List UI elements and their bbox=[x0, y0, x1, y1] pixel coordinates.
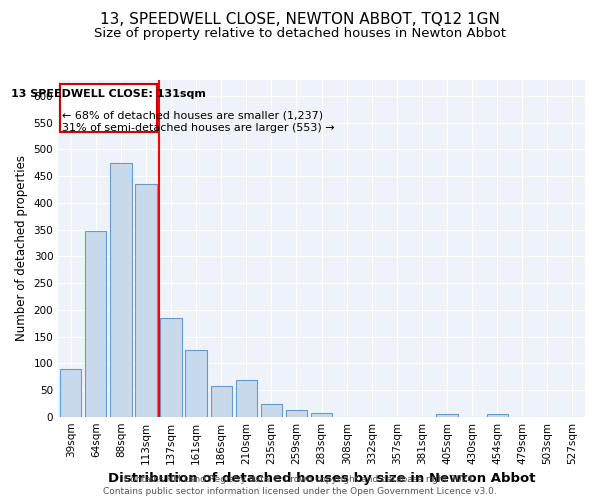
Text: 13, SPEEDWELL CLOSE, NEWTON ABBOT, TQ12 1GN: 13, SPEEDWELL CLOSE, NEWTON ABBOT, TQ12 … bbox=[100, 12, 500, 28]
Bar bbox=[60, 368, 82, 416]
Text: 31% of semi-detached houses are larger (553) →: 31% of semi-detached houses are larger (… bbox=[62, 123, 335, 133]
Bar bbox=[185, 350, 207, 416]
Text: Contains HM Land Registry data © Crown copyright and database right 2024.
Contai: Contains HM Land Registry data © Crown c… bbox=[103, 474, 497, 496]
Bar bbox=[85, 230, 106, 416]
Text: ← 68% of detached houses are smaller (1,237): ← 68% of detached houses are smaller (1,… bbox=[62, 111, 323, 121]
Bar bbox=[261, 404, 282, 416]
Bar bbox=[487, 414, 508, 416]
Bar bbox=[236, 380, 257, 416]
Text: 13 SPEEDWELL CLOSE: 131sqm: 13 SPEEDWELL CLOSE: 131sqm bbox=[11, 88, 206, 99]
Bar bbox=[211, 386, 232, 416]
Bar bbox=[311, 413, 332, 416]
Bar bbox=[160, 318, 182, 416]
X-axis label: Distribution of detached houses by size in Newton Abbot: Distribution of detached houses by size … bbox=[108, 472, 535, 485]
Y-axis label: Number of detached properties: Number of detached properties bbox=[15, 156, 28, 342]
Bar bbox=[436, 414, 458, 416]
Text: Size of property relative to detached houses in Newton Abbot: Size of property relative to detached ho… bbox=[94, 28, 506, 40]
Bar bbox=[136, 184, 157, 416]
FancyBboxPatch shape bbox=[59, 84, 157, 132]
Bar bbox=[110, 163, 131, 416]
Bar bbox=[286, 410, 307, 416]
